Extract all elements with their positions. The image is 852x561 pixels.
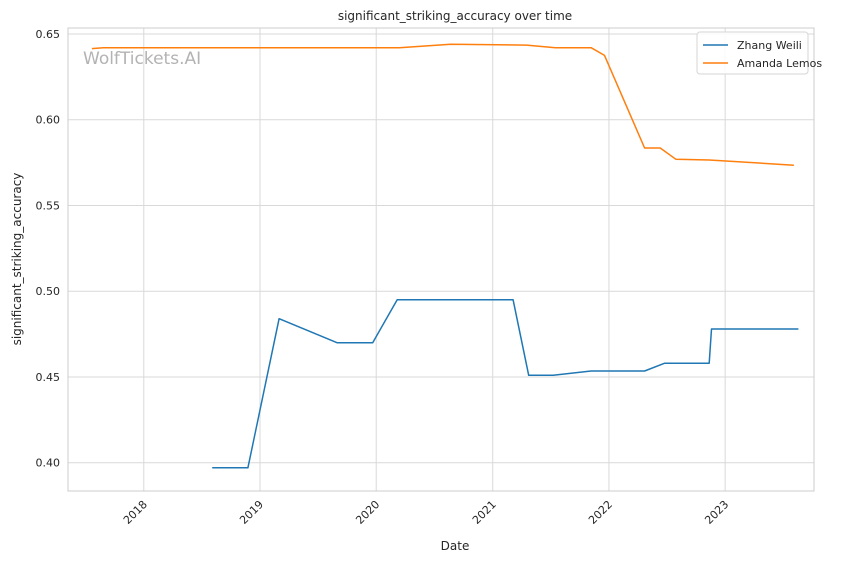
watermark: WolfTickets.AI (83, 49, 201, 69)
y-tick-label: 0.45 (36, 371, 61, 384)
y-tick-label: 0.60 (36, 114, 61, 127)
y-tick-label: 0.50 (36, 285, 61, 298)
series-line-2 (91, 43, 794, 166)
y-tick-label: 0.40 (36, 457, 61, 470)
plot-frame (67, 27, 815, 492)
legend: Zhang Weili Amanda Lemos (696, 31, 822, 75)
x-axis-label: Date (441, 539, 470, 553)
y-tick-label: 0.55 (36, 199, 61, 212)
legend-label: Amanda Lemos (737, 57, 822, 70)
grid (68, 28, 814, 491)
y-tick-label: 0.65 (36, 28, 61, 41)
chart-title: significant_striking_accuracy over time (338, 9, 572, 23)
series-line-1 (212, 299, 799, 469)
legend-label: Zhang Weili (737, 39, 802, 52)
y-axis-ticks: 0.40 0.45 0.50 0.55 0.60 0.65 (36, 28, 61, 470)
y-axis-label: significant_striking_accuracy (10, 173, 24, 346)
series-layer (91, 43, 799, 469)
